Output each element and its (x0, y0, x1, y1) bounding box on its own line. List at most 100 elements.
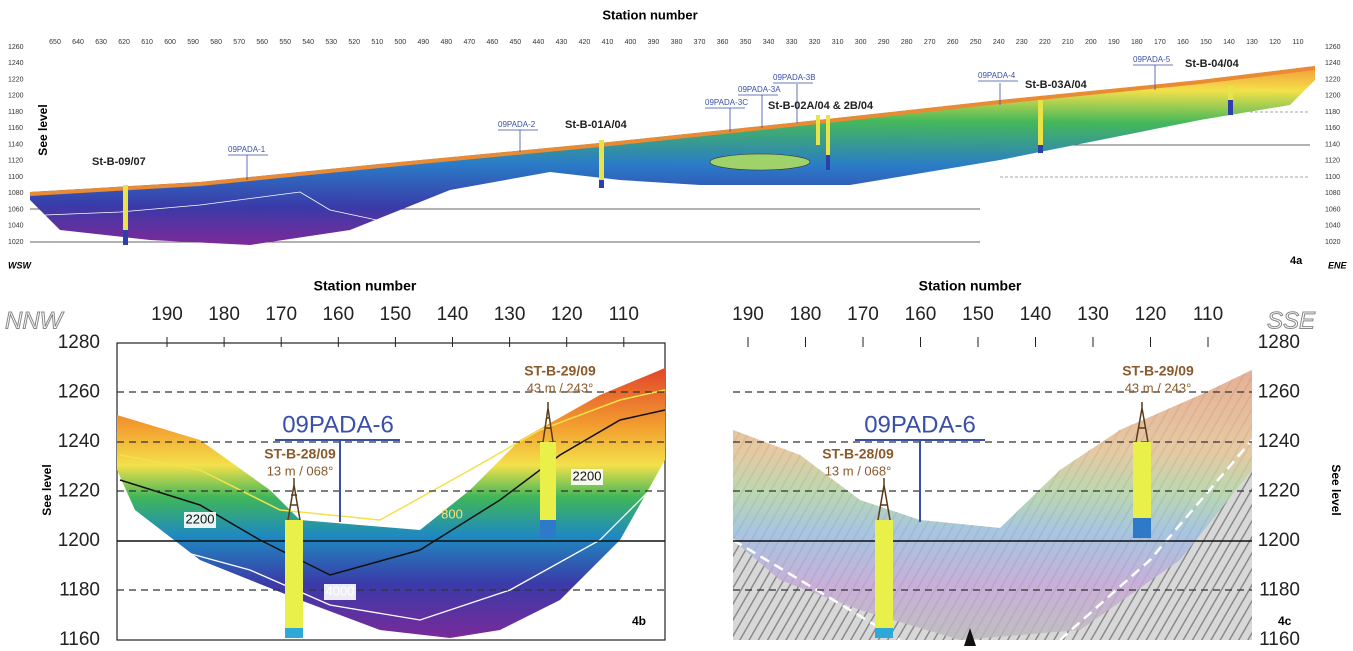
x-tick-label: 480 (440, 39, 452, 46)
x-tick-label: 430 (556, 39, 568, 46)
profile-label: 09PADA-6 (282, 411, 394, 438)
direction-right: ENE (1328, 260, 1348, 270)
x-tick-label: 650 (49, 39, 61, 46)
x-tick-label: 320 (809, 39, 821, 46)
x-tick-label: 530 (325, 39, 337, 46)
x-tick-label: 230 (1016, 39, 1028, 46)
borehole-info: 43 m / 243° (1125, 380, 1192, 395)
profile-label: 09PADA-3A (738, 85, 781, 94)
y-tick-label: 1260 (58, 382, 100, 403)
direction: SSE (1267, 307, 1316, 334)
x-tick-label: 590 (187, 39, 199, 46)
y-tick-label: 1100 (8, 174, 23, 181)
borehole-label: St-B-01A/04 (565, 119, 628, 131)
x-tick-label: 440 (533, 39, 545, 46)
contour-label: 800 (441, 506, 463, 521)
title: Station number (602, 7, 697, 22)
y-tick-label: 1080 (8, 190, 24, 197)
y-tick-label: 1220 (8, 76, 24, 83)
borehole-label: ST-B-28/09 (822, 446, 894, 462)
x-tick-label: 510 (371, 39, 383, 46)
x-tick-label: 270 (924, 39, 936, 46)
y-tick-label: 1240 (1325, 60, 1341, 67)
x-tick-label: 170 (265, 304, 297, 325)
x-tick-label: 220 (1039, 39, 1051, 46)
borehole-info: 13 m / 068° (267, 463, 334, 478)
y-tick-label: 1120 (1325, 158, 1340, 165)
x-tick-label: 580 (210, 39, 222, 46)
y-tick-label: 1240 (8, 60, 24, 67)
y-tick-label: 1220 (58, 481, 100, 502)
y-tick-label: 1180 (1259, 580, 1300, 601)
y-tick-label: 1140 (1325, 141, 1340, 148)
x-tick-label: 160 (322, 304, 354, 325)
borehole-info: 13 m / 068° (825, 463, 892, 478)
y-tick-label: 1260 (1258, 382, 1300, 403)
x-tick-label: 130 (1246, 39, 1258, 46)
y-tick-label: 1240 (58, 431, 100, 452)
x-tick-label: 190 (732, 304, 764, 325)
x-tick-label: 310 (832, 39, 844, 46)
x-tick-label: 110 (1292, 39, 1303, 46)
x-tick-label: 340 (763, 39, 775, 46)
contour-label-bg (184, 512, 216, 528)
contour-label: 2200 (573, 468, 602, 483)
x-tick-label: 370 (694, 39, 706, 46)
y-tick-label: 1260 (8, 44, 24, 51)
x-tick-label: 140 (437, 304, 469, 325)
x-tick-label: 120 (551, 304, 583, 325)
y-tick-label: 1180 (8, 109, 23, 116)
borehole-label: St-B-02A/04 & 2B/04 (768, 100, 874, 112)
x-tick-label: 160 (1177, 39, 1189, 46)
x-tick-label: 540 (302, 39, 314, 46)
borehole-label: St-B-09/07 (92, 156, 146, 168)
title: Station number (919, 278, 1022, 294)
x-tick-label: 240 (993, 39, 1005, 46)
y-tick-label: 1280 (58, 332, 100, 353)
y-tick-label: 1080 (1325, 190, 1341, 197)
x-tick-label: 170 (1154, 39, 1166, 46)
x-tick-label: 120 (1269, 39, 1281, 46)
x-tick-label: 180 (208, 304, 240, 325)
x-tick-label: 130 (494, 304, 526, 325)
panel-label: 4b (632, 614, 646, 628)
y-tick-label: 1120 (8, 158, 23, 165)
x-tick-label: 210 (1062, 39, 1074, 46)
x-tick-label: 450 (510, 39, 522, 46)
x-tick-label: 380 (671, 39, 683, 46)
y-tick-label: 1200 (8, 93, 24, 100)
y-tick-label: 1260 (1325, 44, 1341, 51)
x-tick-label: 610 (141, 39, 153, 46)
y-tick-label: 1060 (8, 206, 24, 213)
x-tick-label: 560 (256, 39, 268, 46)
y-tick-label: 1040 (1325, 223, 1341, 230)
borehole-label: St-B-04/04 (1185, 58, 1240, 70)
y-tick-label: 1220 (1325, 76, 1341, 83)
y-tick-label: 1020 (8, 239, 24, 246)
profile-label: 09PADA-3B (773, 73, 816, 82)
x-tick-label: 630 (95, 39, 107, 46)
title: Station number (314, 278, 417, 294)
y-tick-label: 1100 (1325, 174, 1340, 181)
panel-4a: Station number (29, 7, 1316, 245)
direction-left: WSW (8, 260, 32, 270)
panel-label: 4a (1290, 255, 1303, 267)
borehole-info: 43 m / 243° (527, 380, 594, 395)
panel-4b (116, 342, 666, 641)
y-tick-label: 1200 (1325, 93, 1341, 100)
x-tick-label: 570 (233, 39, 245, 46)
x-tick-label: 400 (625, 39, 637, 46)
y-tick-label: 1180 (59, 580, 100, 601)
profile-label: 09PADA-4 (978, 71, 1016, 80)
x-tick-label: 330 (786, 39, 798, 46)
y-tick-label: 1180 (1325, 109, 1340, 116)
direction: NNW (5, 307, 65, 334)
x-tick-label: 620 (118, 39, 130, 46)
borehole-label: ST-B-28/09 (264, 446, 336, 462)
x-tick-label: 150 (962, 304, 994, 325)
y-tick-label: 1160 (1259, 629, 1300, 650)
x-tick-label: 260 (947, 39, 959, 46)
x-tick-label: 550 (279, 39, 291, 46)
x-tick-label: 180 (1131, 39, 1143, 46)
